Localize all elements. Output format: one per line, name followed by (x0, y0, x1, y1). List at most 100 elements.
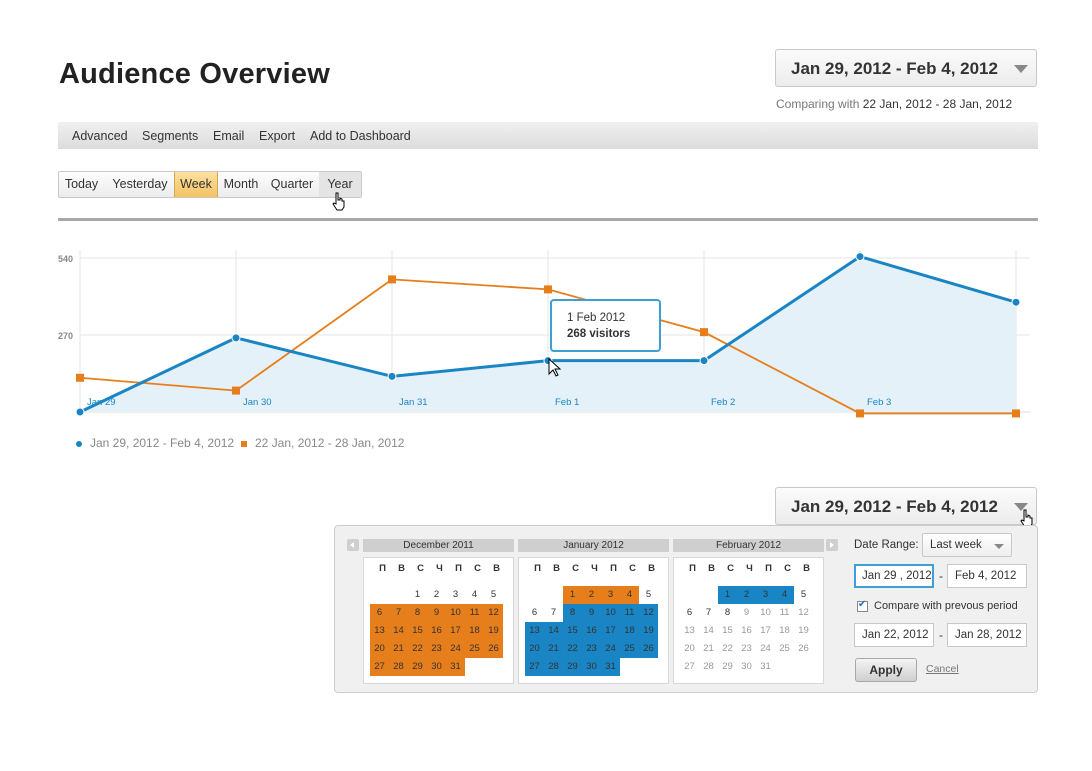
calendar-day[interactable]: 19 (639, 622, 658, 640)
calendar-day[interactable]: 24 (601, 640, 620, 658)
calendar-day[interactable]: 24 (760, 643, 771, 654)
tab-year[interactable]: Year (319, 172, 361, 197)
calendar-day[interactable]: 6 (531, 607, 538, 618)
calendar-day[interactable]: 10 (601, 604, 620, 622)
cancel-link[interactable]: Cancel (926, 663, 959, 675)
calendar-day[interactable]: 20 (684, 643, 695, 654)
calendar-day[interactable]: 7 (705, 607, 712, 618)
calendar-day[interactable]: 27 (370, 658, 389, 676)
calendar-day[interactable]: 10 (760, 607, 771, 618)
calendar-day[interactable]: 28 (703, 661, 714, 672)
calendar-day[interactable]: 19 (484, 622, 503, 640)
calendar-day[interactable]: 13 (684, 625, 695, 636)
toolbar-email[interactable]: Email (213, 129, 245, 143)
date-range-select[interactable]: Last week (922, 533, 1012, 557)
calendar-day[interactable]: 9 (427, 604, 446, 622)
calendar-day[interactable]: 10 (446, 604, 465, 622)
end-date-input[interactable]: Feb 4, 2012 (947, 564, 1027, 588)
tab-week[interactable]: Week (174, 172, 218, 197)
calendar-day[interactable]: 8 (563, 604, 582, 622)
calendar-day[interactable]: 24 (446, 640, 465, 658)
toolbar-add-to-dashboard[interactable]: Add to Dashboard (310, 129, 411, 143)
calendar-day[interactable]: 3 (601, 586, 620, 604)
calendar-day[interactable]: 17 (601, 622, 620, 640)
tab-today[interactable]: Today (64, 177, 99, 191)
calendar-day[interactable]: 11 (620, 604, 639, 622)
calendar-day[interactable]: 13 (370, 622, 389, 640)
calendar-day[interactable]: 27 (525, 658, 544, 676)
calendar-day[interactable]: 11 (779, 607, 790, 618)
calendar-day[interactable]: 18 (779, 625, 790, 636)
calendar-day[interactable]: 30 (582, 658, 601, 676)
calendar-day[interactable]: 12 (798, 607, 809, 618)
calendar-day[interactable]: 29 (722, 661, 733, 672)
calendar-day[interactable]: 12 (639, 604, 658, 622)
tab-yesterday[interactable]: Yesterday (112, 177, 168, 191)
calendar-day[interactable]: 28 (389, 658, 408, 676)
calendar-day[interactable]: 6 (686, 607, 693, 618)
calendar-day[interactable]: 26 (639, 640, 658, 658)
calendar-day[interactable]: 5 (800, 589, 807, 600)
calendar-day[interactable]: 18 (465, 622, 484, 640)
calendar-day[interactable]: 4 (471, 589, 478, 600)
calendar-day[interactable]: 8 (724, 607, 731, 618)
calendar-day[interactable]: 14 (389, 622, 408, 640)
tab-month[interactable]: Month (223, 177, 259, 191)
calendar-day[interactable]: 23 (427, 640, 446, 658)
prev-month-icon[interactable] (347, 539, 359, 551)
calendar-day[interactable]: 3 (756, 586, 775, 604)
date-range-button-open[interactable]: Jan 29, 2012 - Feb 4, 2012 (775, 487, 1037, 525)
calendar-day[interactable]: 9 (743, 607, 750, 618)
calendar-day[interactable]: 30 (741, 661, 752, 672)
calendar-day[interactable]: 7 (389, 604, 408, 622)
calendar-day[interactable]: 22 (563, 640, 582, 658)
calendar-day[interactable]: 8 (408, 604, 427, 622)
calendar-day[interactable]: 31 (446, 658, 465, 676)
date-range-button[interactable]: Jan 29, 2012 - Feb 4, 2012 (775, 49, 1037, 87)
calendar-day[interactable]: 23 (582, 640, 601, 658)
calendar-day[interactable]: 15 (408, 622, 427, 640)
calendar-day[interactable]: 23 (741, 643, 752, 654)
calendar-day[interactable]: 26 (484, 640, 503, 658)
calendar-day[interactable]: 1 (563, 586, 582, 604)
calendar-day[interactable]: 15 (722, 625, 733, 636)
calendar-day[interactable]: 4 (775, 586, 794, 604)
calendar-day[interactable]: 31 (601, 658, 620, 676)
compare-start-input[interactable]: Jan 22, 2012 (854, 623, 934, 647)
calendar-day[interactable]: 13 (525, 622, 544, 640)
tab-quarter[interactable]: Quarter (270, 177, 314, 191)
calendar-day[interactable]: 16 (427, 622, 446, 640)
calendar-day[interactable]: 15 (563, 622, 582, 640)
calendar-day[interactable]: 4 (620, 586, 639, 604)
calendar-day[interactable]: 31 (760, 661, 771, 672)
calendar-day[interactable]: 28 (544, 658, 563, 676)
calendar-day[interactable]: 7 (550, 607, 557, 618)
toolbar-advanced[interactable]: Advanced (72, 129, 128, 143)
calendar-day[interactable]: 18 (620, 622, 639, 640)
calendar-day[interactable]: 16 (582, 622, 601, 640)
toolbar-segments[interactable]: Segments (142, 129, 199, 143)
calendar-day[interactable]: 29 (563, 658, 582, 676)
calendar-day[interactable]: 17 (760, 625, 771, 636)
compare-end-input[interactable]: Jan 28, 2012 (947, 623, 1027, 647)
calendar-day[interactable]: 25 (465, 640, 484, 658)
calendar-day[interactable]: 6 (370, 604, 389, 622)
calendar-day[interactable]: 9 (582, 604, 601, 622)
calendar-day[interactable]: 16 (741, 625, 752, 636)
calendar-day[interactable]: 5 (490, 589, 497, 600)
start-date-input[interactable]: Jan 29 , 2012 (854, 564, 934, 588)
calendar-day[interactable]: 30 (427, 658, 446, 676)
calendar-day[interactable]: 22 (722, 643, 733, 654)
next-month-icon[interactable] (826, 539, 838, 551)
calendar-day[interactable]: 3 (452, 589, 459, 600)
calendar-day[interactable]: 2 (582, 586, 601, 604)
calendar-day[interactable]: 5 (645, 589, 652, 600)
calendar-day[interactable]: 2 (433, 589, 440, 600)
calendar-day[interactable]: 21 (703, 643, 714, 654)
calendar-day[interactable]: 1 (718, 586, 737, 604)
calendar-day[interactable]: 1 (414, 589, 421, 600)
calendar-day[interactable]: 17 (446, 622, 465, 640)
calendar-day[interactable]: 27 (684, 661, 695, 672)
calendar-day[interactable]: 14 (703, 625, 714, 636)
calendar-day[interactable]: 22 (408, 640, 427, 658)
